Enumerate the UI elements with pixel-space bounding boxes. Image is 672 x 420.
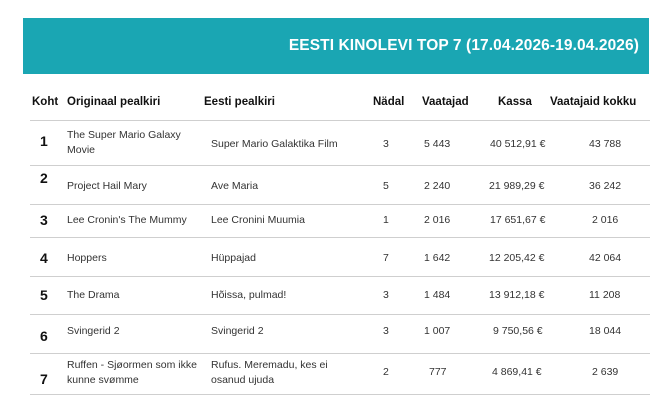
header-rank: Koht — [32, 96, 59, 108]
title-banner: EESTI KINOLEVI TOP 7 (17.04.2026-19.04.2… — [23, 18, 649, 74]
rank-cell: 7 — [40, 371, 48, 387]
rank-cell: 6 — [40, 328, 48, 344]
original-title-cell: The Super Mario Galaxy Movie — [67, 129, 181, 156]
estonian-title-cell: Svingerid 2 — [211, 325, 264, 337]
viewers-cell: 5 443 — [424, 138, 451, 150]
header-box-office: Kassa — [498, 96, 532, 108]
viewers-cell: 1 484 — [424, 289, 451, 301]
table-row: 7 Ruffen - Sjøormen som ikke kunne svømm… — [30, 354, 650, 395]
rank-cell: 4 — [40, 250, 48, 266]
table-row: 4 Hoppers Hüppajad 7 1 642 12 205,42 € 4… — [30, 238, 650, 277]
box-office-table: Koht Originaal pealkiri Eesti pealkiri N… — [30, 90, 650, 395]
table-row: 5 The Drama Hõissa, pulmad! 3 1 484 13 9… — [30, 277, 650, 315]
table-row: 1 The Super Mario Galaxy Movie Super Mar… — [30, 120, 650, 166]
total-viewers-cell: 36 242 — [589, 180, 622, 192]
original-title-cell: Lee Cronin's The Mummy — [67, 214, 187, 226]
table-row: 2 Project Hail Mary Ave Maria 5 2 240 21… — [30, 166, 650, 205]
viewers-cell: 777 — [429, 366, 447, 378]
estonian-title-cell: Hüppajad — [211, 252, 256, 264]
rank-cell: 5 — [40, 287, 48, 303]
week-cell: 3 — [383, 325, 389, 337]
total-viewers-cell: 11 208 — [589, 289, 621, 301]
estonian-title-cell: Hõissa, pulmad! — [211, 289, 287, 301]
box-office-cell: 4 869,41 € — [492, 366, 542, 378]
box-office-cell: 12 205,42 € — [489, 252, 545, 264]
total-viewers-cell: 2 639 — [592, 366, 619, 378]
original-title-cell: Svingerid 2 — [67, 325, 120, 337]
total-viewers-cell: 18 044 — [589, 325, 622, 337]
page-title: EESTI KINOLEVI TOP 7 (17.04.2026-19.04.2… — [288, 37, 639, 54]
box-office-cell: 40 512,91 € — [490, 138, 546, 150]
estonian-title-cell: Rufus. Meremadu, kes ei osanud ujuda — [211, 359, 328, 386]
table-row: 3 Lee Cronin's The Mummy Lee Cronini Muu… — [30, 205, 650, 238]
estonian-title-cell: Ave Maria — [211, 180, 259, 192]
box-office-cell: 21 989,29 € — [489, 180, 545, 192]
week-cell: 3 — [383, 289, 389, 301]
original-title-cell: Ruffen - Sjøormen som ikke kunne svømme — [67, 359, 197, 386]
header-total-viewers: Vaatajaid kokku — [550, 96, 637, 108]
viewers-cell: 1 642 — [424, 252, 451, 264]
viewers-cell: 2 016 — [424, 214, 451, 226]
viewers-cell: 2 240 — [424, 180, 451, 192]
total-viewers-cell: 42 064 — [589, 252, 622, 264]
week-cell: 7 — [383, 252, 389, 264]
week-cell: 2 — [383, 366, 389, 378]
rank-cell: 1 — [40, 133, 48, 149]
rank-cell: 3 — [40, 212, 48, 228]
week-cell: 1 — [383, 214, 389, 226]
header-week: Nädal — [373, 96, 405, 108]
header-viewers: Vaatajad — [422, 96, 469, 108]
box-office-cell: 13 912,18 € — [489, 289, 545, 301]
rank-cell: 2 — [40, 170, 48, 186]
estonian-title-cell: Super Mario Galaktika Film — [211, 138, 338, 150]
total-viewers-cell: 43 788 — [589, 138, 622, 150]
original-title-cell: Project Hail Mary — [67, 180, 147, 192]
original-title-cell: The Drama — [67, 289, 120, 301]
table-header-row: Koht Originaal pealkiri Eesti pealkiri N… — [30, 90, 650, 120]
header-original-title: Originaal pealkiri — [67, 96, 161, 108]
box-office-cell: 17 651,67 € — [490, 214, 546, 226]
week-cell: 5 — [383, 180, 389, 192]
table-row: 6 Svingerid 2 Svingerid 2 3 1 007 9 750,… — [30, 315, 650, 354]
total-viewers-cell: 2 016 — [592, 214, 619, 226]
viewers-cell: 1 007 — [424, 325, 451, 337]
week-cell: 3 — [383, 138, 389, 150]
original-title-cell: Hoppers — [67, 252, 107, 264]
header-estonian-title: Eesti pealkiri — [204, 96, 275, 108]
estonian-title-cell: Lee Cronini Muumia — [211, 214, 305, 226]
box-office-cell: 9 750,56 € — [493, 325, 543, 337]
